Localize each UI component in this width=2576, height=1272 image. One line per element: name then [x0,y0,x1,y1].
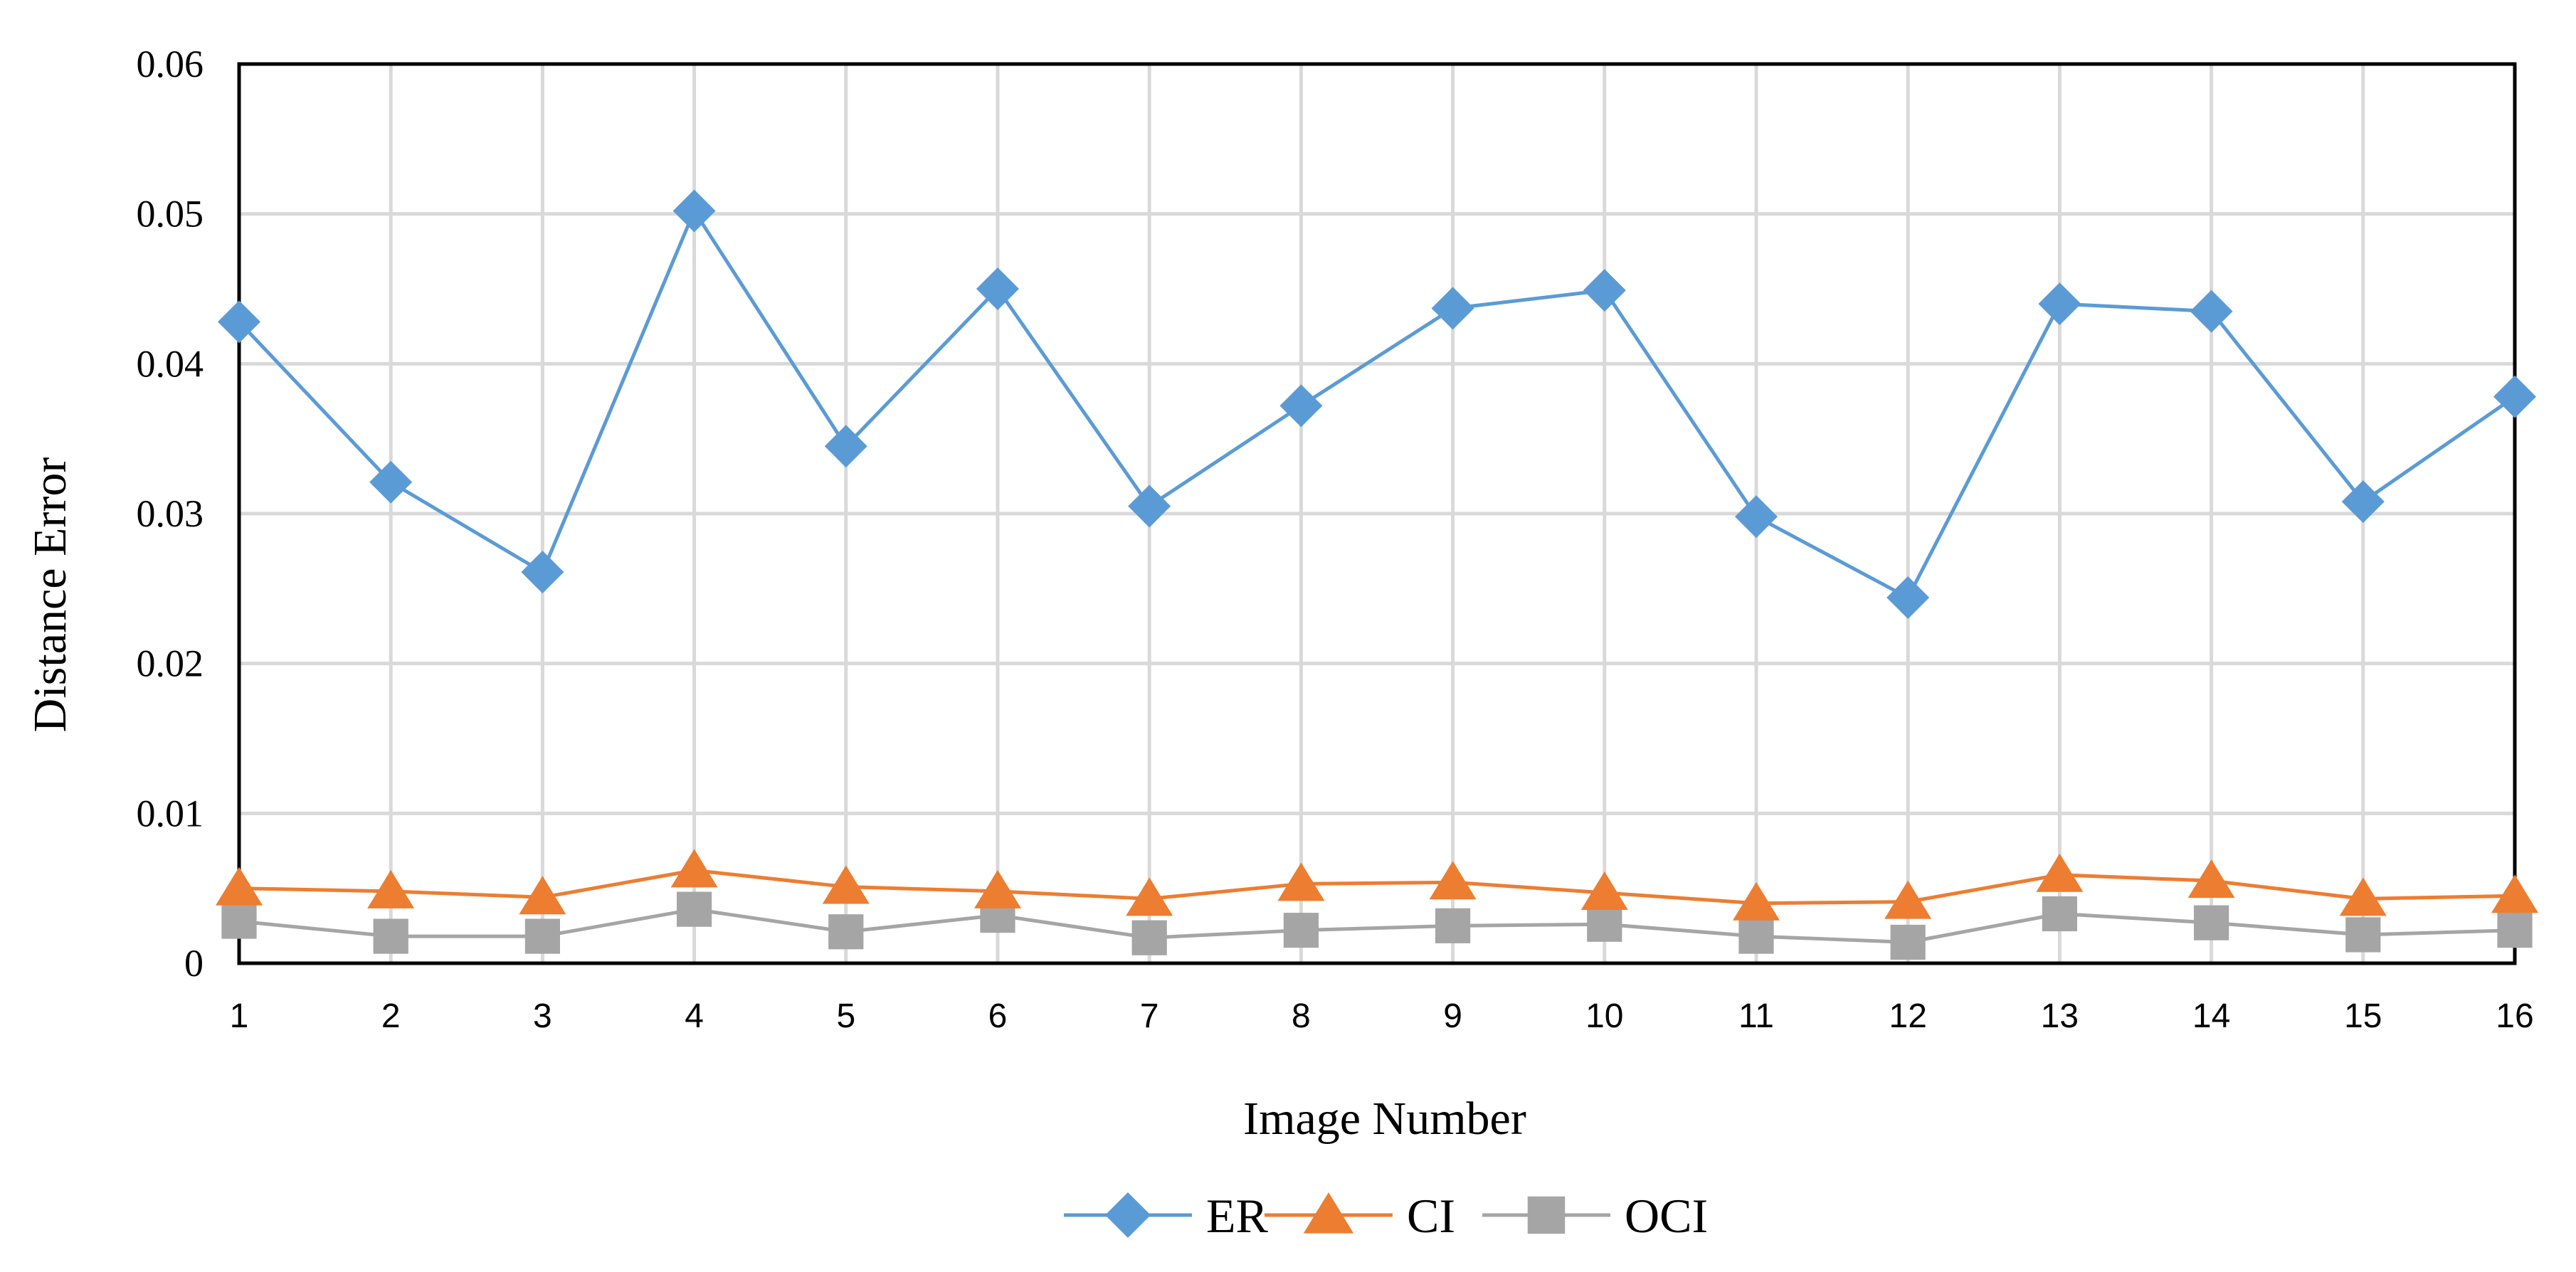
y-tick-label: 0.05 [137,193,204,235]
data-point-er [1583,269,1626,312]
x-tick-label: 16 [2496,997,2533,1035]
data-point-ci [2339,877,2387,916]
data-point-oci [221,903,257,939]
legend-marker-er [1105,1192,1151,1238]
data-point-ci [2036,853,2084,892]
y-tick-label: 0.02 [137,642,204,685]
data-point-oci [2194,905,2229,940]
series-line-ci [238,868,2516,906]
data-point-ci [822,865,870,904]
x-tick-label: 9 [1443,997,1462,1035]
data-point-er [521,551,564,594]
data-point-ci [2491,874,2538,913]
legend-label-ci: CI [1407,1189,1455,1243]
x-tick-label: 14 [2192,997,2230,1035]
y-axis-label: Distance Error [24,457,76,733]
x-tick-label: 13 [2041,997,2079,1035]
tick-labels: 00.010.020.030.040.050.061 2 3 4 5 6 7 8 9 10 11 12… [137,43,2534,1035]
data-point-oci [1283,913,1319,948]
data-point-er [672,189,716,233]
y-tick-label: 0.01 [137,792,204,834]
y-tick-label: 0.06 [137,43,204,85]
data-point-er [1128,484,1171,528]
data-point-ci [670,849,718,888]
data-point-er [824,425,867,468]
legend-marker-oci [1527,1196,1566,1234]
series-group [216,189,2538,960]
data-point-oci [1435,908,1471,943]
grid [239,64,2515,963]
data-point-er [1279,384,1323,428]
plot-frame [237,62,2517,965]
series-ci [216,849,2538,921]
data-point-er [2038,282,2081,326]
series-line-oci [238,907,2516,945]
data-point-ci [1884,880,1932,919]
data-point-oci [1131,920,1167,955]
legend: ER CI OCI [1064,1189,1708,1243]
data-point-oci [2497,913,2533,948]
y-tick-label: 0.03 [137,492,204,535]
data-point-ci [216,866,263,906]
x-tick-label: 2 [381,997,401,1035]
data-point-oci [373,918,408,954]
axes [237,62,2517,965]
data-point-ci [1429,861,1477,900]
data-point-er [2190,290,2233,333]
data-point-er [1886,576,1930,619]
data-point-er [976,267,1019,310]
data-point-er [2341,480,2385,524]
data-point-ci [2187,859,2235,899]
y-tick-label: 0 [184,942,204,985]
x-tick-label: 3 [533,997,552,1035]
x-axis-label: Image Number [1243,1093,1526,1145]
legend-label-oci: OCI [1625,1189,1708,1243]
legend-item-er: ER [1064,1189,1269,1243]
x-tick-label: 4 [685,997,704,1035]
x-tick-label: 5 [836,997,855,1035]
x-tick-label: 15 [2344,997,2382,1035]
data-point-er [218,300,260,344]
legend-item-oci: OCI [1482,1189,1708,1243]
legend-label-er: ER [1206,1189,1269,1243]
data-point-er [1735,495,1778,539]
data-point-oci [1587,906,1622,942]
data-point-er [1431,287,1474,330]
y-tick-label: 0.04 [137,342,204,385]
series-line-er [238,208,2516,600]
data-point-er [369,460,413,504]
data-point-oci [677,891,712,927]
data-point-ci [1580,871,1628,910]
data-point-ci [1277,862,1325,901]
data-point-ci [367,869,415,908]
data-point-oci [828,914,864,950]
x-tick-label: 8 [1292,997,1311,1035]
data-point-oci [1890,924,1926,960]
data-point-oci [524,918,560,954]
data-point-ci [974,869,1021,908]
legend-item-ci: CI [1265,1189,1455,1243]
data-point-oci [1738,918,1774,954]
data-point-er [2493,375,2536,418]
x-tick-label: 1 [230,997,249,1035]
data-point-oci [2345,917,2381,953]
data-point-oci [2042,896,2077,932]
x-tick-label: 11 [1738,997,1774,1035]
x-tick-label: 12 [1889,997,1927,1035]
series-er [218,189,2536,619]
series-oci [221,891,2533,960]
x-tick-label: 10 [1585,997,1623,1035]
x-tick-label: 7 [1140,997,1159,1035]
legend-marker-ci [1303,1192,1354,1234]
data-point-ci [1733,881,1780,921]
data-point-ci [519,876,566,915]
data-point-ci [1126,877,1173,916]
x-tick-label: 6 [988,997,1008,1035]
